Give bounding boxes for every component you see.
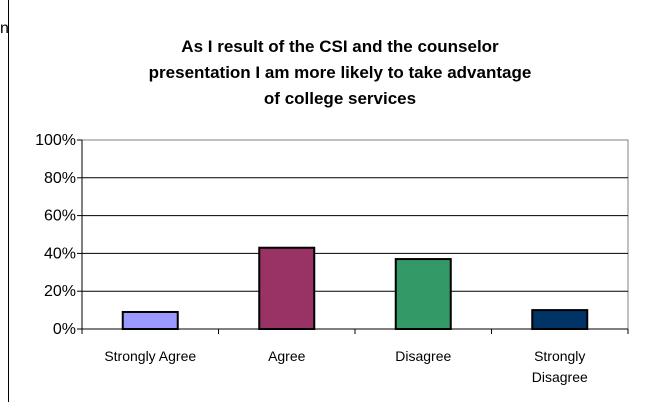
chart-title-line-2: presentation I am more likely to take ad…: [148, 63, 532, 82]
chart-title-line-3: of college services: [263, 89, 417, 108]
bar: [121, 310, 179, 330]
y-tick-label: 60%: [44, 208, 76, 225]
bar: [394, 258, 452, 331]
bar: [531, 309, 589, 331]
y-tick-label: 0%: [53, 321, 76, 338]
y-tick-label: 40%: [44, 245, 76, 262]
frame-border: [8, 0, 9, 402]
plot-area: [81, 139, 629, 330]
y-tick-label: 100%: [35, 132, 76, 149]
y-tick-label: 80%: [44, 170, 76, 187]
x-tick-label: Strongly Agree: [104, 348, 196, 364]
bar: [258, 246, 316, 330]
chart-title: As I result of the CSI and the counselor…: [60, 34, 620, 112]
y-tick-label: 20%: [44, 283, 76, 300]
edge-text: n: [0, 20, 9, 37]
chart-title-line-1: As I result of the CSI and the counselor: [181, 37, 499, 56]
x-tick-label: Agree: [268, 348, 306, 364]
x-tick-label: Strongly: [534, 348, 585, 364]
x-tick-label: Disagree: [532, 369, 588, 385]
x-tick-label: Disagree: [395, 348, 451, 364]
